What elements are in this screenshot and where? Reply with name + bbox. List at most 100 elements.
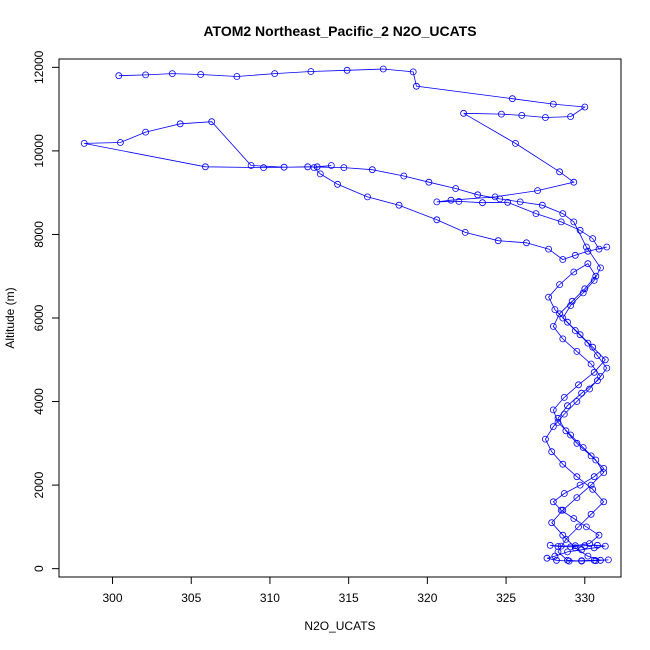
data-point — [494, 237, 502, 245]
data-point — [584, 247, 592, 255]
data-point — [573, 494, 581, 502]
data-point — [570, 178, 578, 186]
data-point — [601, 542, 609, 550]
data-point — [589, 485, 597, 493]
data-point — [595, 245, 603, 253]
data-point — [575, 523, 582, 531]
data-point — [579, 289, 587, 297]
data-point — [570, 268, 578, 276]
data-point — [562, 427, 570, 435]
data-point — [573, 439, 581, 447]
data-point — [201, 163, 209, 171]
data-point — [581, 285, 589, 293]
data-point — [578, 557, 585, 565]
data-point — [549, 322, 557, 330]
data-point — [578, 546, 585, 554]
data-point — [567, 543, 574, 551]
y-tick-label: 12000 — [32, 50, 46, 84]
data-point — [576, 331, 584, 339]
data-point — [600, 498, 608, 506]
data-point — [571, 542, 579, 550]
data-point — [509, 95, 516, 103]
x-axis-label: N2O_UCATS — [304, 619, 375, 633]
data-point — [455, 197, 463, 205]
data-point — [313, 163, 321, 171]
data-point — [557, 542, 565, 550]
data-point — [560, 410, 568, 418]
data-point — [554, 418, 562, 426]
data-point — [590, 544, 598, 552]
y-tick-label: 4000 — [32, 388, 46, 415]
data-point — [603, 243, 611, 251]
data-point — [368, 166, 376, 174]
data-point — [208, 118, 216, 126]
data-point — [597, 373, 604, 380]
data-point — [545, 293, 552, 301]
data-point — [587, 452, 595, 460]
data-point — [532, 210, 540, 218]
data-point — [570, 218, 578, 226]
data-point — [534, 187, 541, 195]
data-point — [583, 523, 590, 531]
data-point — [603, 364, 611, 372]
y-tick-label: 0 — [32, 565, 46, 572]
data-point — [549, 498, 557, 506]
data-point — [560, 393, 568, 401]
data-point — [576, 226, 584, 234]
data-point — [280, 163, 288, 171]
x-tick-label: 310 — [260, 591, 280, 605]
data-point — [571, 251, 579, 259]
data-point — [433, 216, 441, 224]
data-point — [343, 66, 351, 74]
y-axis: 0 2000 4000 6000 8000 10000 12000 — [32, 50, 60, 572]
data-point — [578, 389, 585, 397]
data-point — [542, 435, 549, 443]
data-point — [559, 531, 567, 539]
data-point — [595, 531, 603, 539]
data-point — [590, 368, 598, 376]
data-point — [559, 335, 567, 343]
data-point — [564, 548, 571, 556]
data-point — [573, 347, 581, 355]
data-point — [327, 162, 335, 169]
data-point — [117, 139, 124, 146]
data-point — [549, 406, 557, 414]
data-point — [571, 544, 579, 552]
x-tick-label: 305 — [181, 591, 201, 605]
data-point — [452, 185, 460, 192]
data-point — [567, 302, 574, 309]
data-point — [518, 112, 526, 119]
data-point — [379, 65, 387, 73]
data-point — [587, 510, 595, 518]
data-point — [400, 172, 408, 180]
data-point — [565, 557, 573, 565]
data-point — [589, 343, 597, 351]
data-point — [556, 281, 563, 289]
x-tick-label: 300 — [103, 591, 123, 605]
y-tick-label: 8000 — [32, 221, 46, 248]
data-point — [587, 360, 595, 368]
data-point — [605, 556, 612, 564]
data-point — [600, 464, 608, 472]
data-point — [592, 456, 600, 464]
data-point — [304, 163, 312, 171]
data-point — [568, 297, 576, 305]
data-point — [545, 245, 552, 253]
data-point — [460, 109, 468, 117]
data-point — [587, 481, 595, 489]
data-point — [115, 72, 123, 80]
data-point — [560, 490, 568, 497]
data-point — [570, 515, 578, 522]
data-point — [80, 139, 88, 147]
x-tick-label: 330 — [575, 591, 595, 605]
data-point — [142, 71, 150, 79]
data-point — [559, 460, 567, 468]
data-point — [447, 196, 455, 204]
data-point — [579, 444, 587, 451]
data-point — [592, 557, 600, 565]
data-point — [594, 352, 601, 360]
data-point — [474, 191, 482, 199]
data-point — [581, 103, 589, 111]
data-point — [597, 264, 604, 272]
